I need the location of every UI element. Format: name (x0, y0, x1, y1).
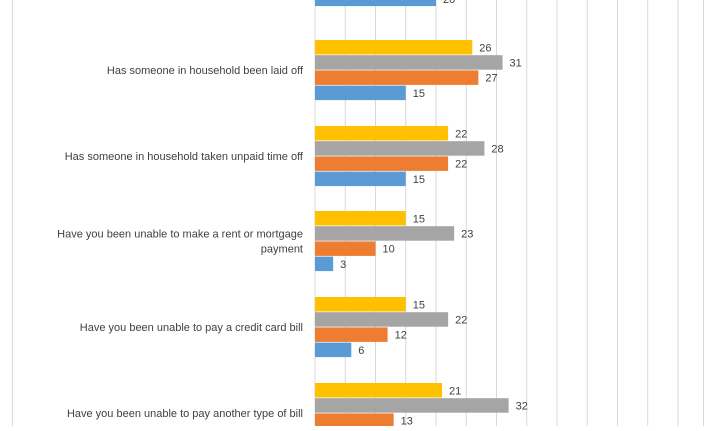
category-label: Have you been unable to pay a credit car… (80, 322, 303, 334)
bar (315, 40, 473, 55)
chart-area-border (12, 0, 704, 431)
bar (315, 171, 406, 187)
data-label: 22 (455, 128, 467, 140)
bar (315, 55, 503, 70)
bar (315, 141, 485, 156)
category-labels: Has someone in household been laid off Ha… (57, 65, 304, 420)
category-label: Has someone in household taken unpaid ti… (65, 151, 304, 163)
data-label: 3 (340, 259, 346, 271)
data-label: 31 (510, 57, 522, 69)
data-label: 23 (461, 228, 473, 240)
bar (315, 297, 406, 312)
bar (315, 327, 388, 342)
category-label: Has someone in household been laid off (107, 65, 304, 77)
bar (315, 211, 406, 226)
data-label: 32 (516, 400, 528, 412)
data-label: 15 (413, 299, 425, 311)
bars (315, 0, 509, 428)
data-label: 15 (413, 174, 425, 186)
data-label: 22 (455, 159, 467, 171)
data-label: 21 (449, 385, 461, 397)
category-label: Have you been unable to pay another type… (67, 408, 303, 420)
data-label: 20 (443, 0, 455, 6)
bar (315, 70, 479, 85)
bar (315, 226, 455, 241)
data-label: 6 (358, 345, 364, 357)
bar (315, 241, 376, 256)
data-label: 15 (413, 213, 425, 225)
data-label: 10 (383, 244, 395, 256)
data-label: 26 (479, 42, 491, 54)
data-label: 27 (485, 73, 497, 85)
data-label: 15 (413, 88, 425, 100)
data-label: 12 (395, 330, 407, 342)
data-label: 28 (491, 143, 503, 155)
bar (315, 383, 443, 398)
bar (315, 85, 406, 101)
bar (315, 256, 334, 272)
bar (315, 0, 436, 7)
bar (315, 413, 394, 428)
bar (315, 126, 449, 141)
bar (315, 312, 449, 327)
category-label: Have you been unable to make a rent or m… (57, 229, 303, 256)
bar (315, 342, 352, 358)
bar (315, 156, 449, 171)
data-label: 22 (455, 314, 467, 326)
bar (315, 398, 509, 413)
value-labels: 26 22 15 15 21 31 28 23 22 32 27 22 10 12 13 20 15 15 3 6 (340, 0, 528, 428)
data-label: 13 (401, 416, 413, 426)
